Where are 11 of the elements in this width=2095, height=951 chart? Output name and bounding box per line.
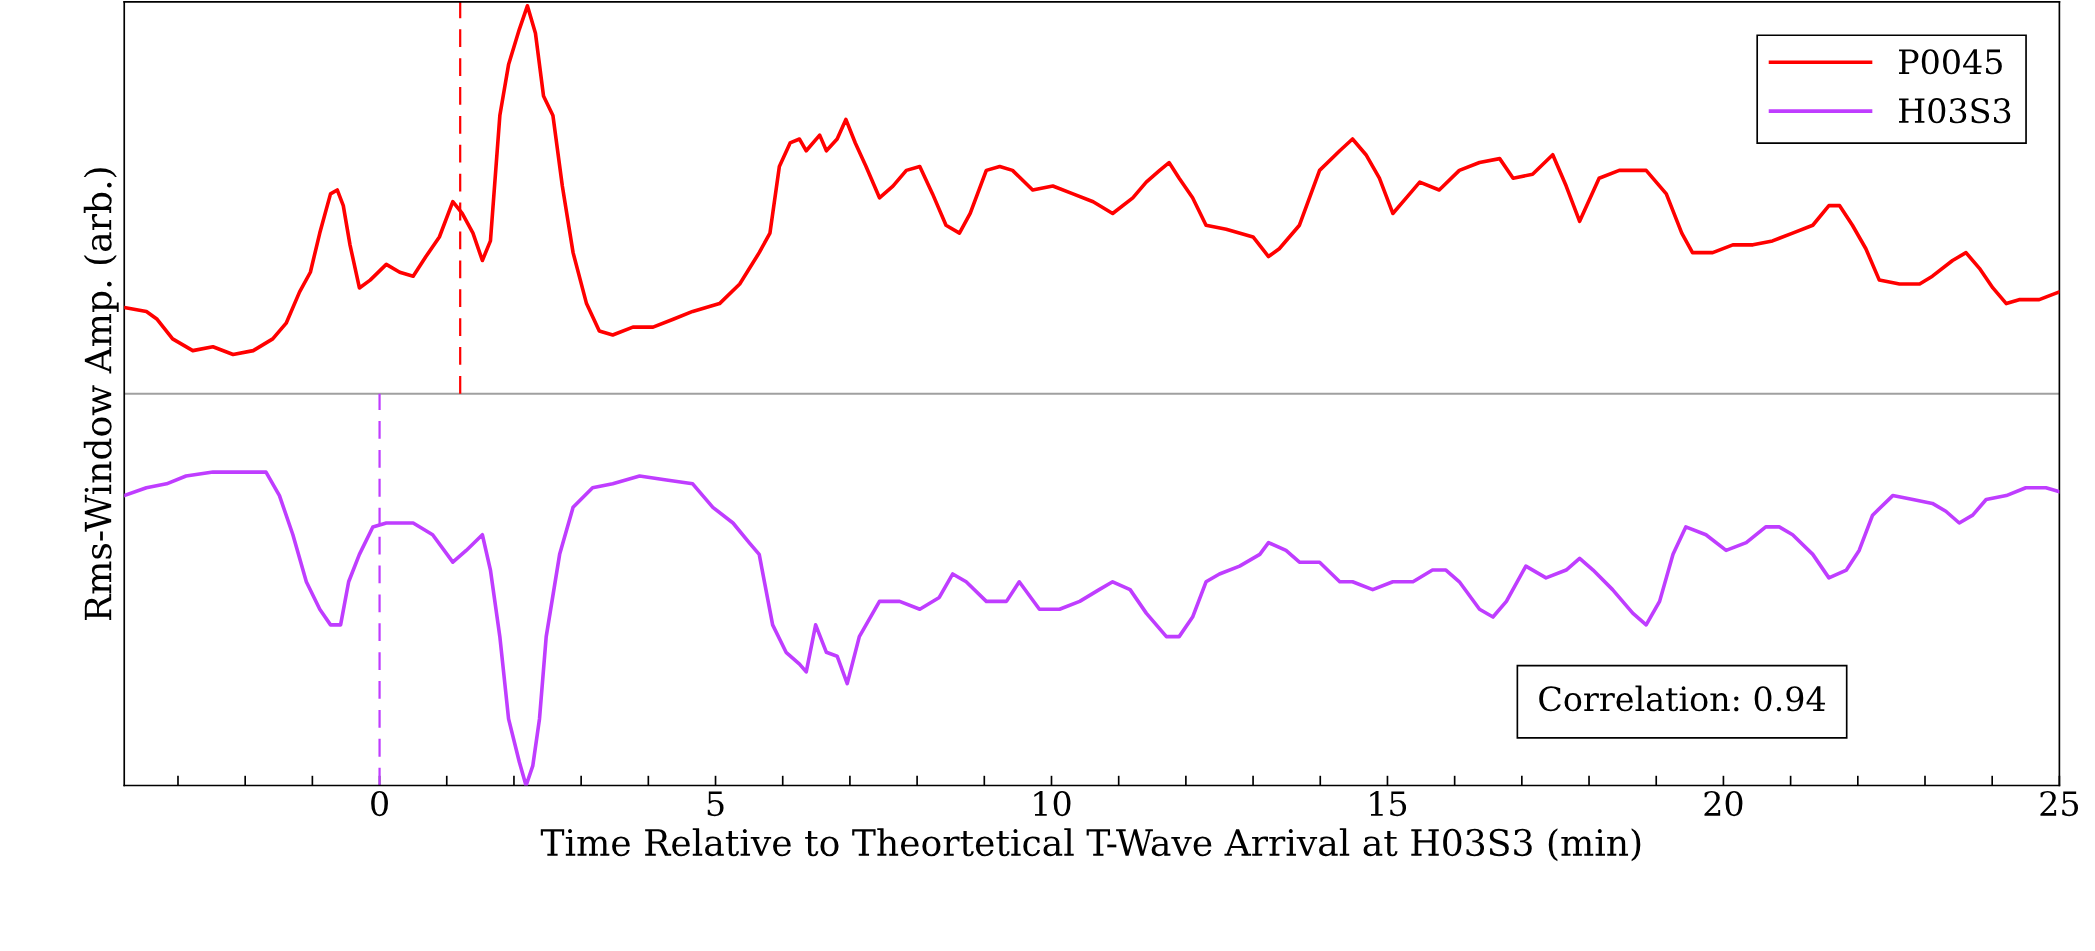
- x-tick-label: 0: [371, 790, 388, 817]
- x-tick-label: 20: [1704, 790, 1743, 817]
- legend-label: P0045: [1899, 49, 2002, 75]
- annotation: Correlation: 0.94: [1539, 685, 1826, 712]
- x-axis-title: Time Relative to Theortetical T-Wave Arrival at H03S3 (min): [540, 828, 1641, 862]
- legend-label: H03S3: [1899, 98, 2011, 124]
- y-axis-title: Rms-Window Amp. (arb.): [83, 168, 119, 621]
- x-tick-label: 25: [2040, 790, 2079, 817]
- x-tick-label: 10: [1034, 790, 1071, 817]
- x-tick-label: 15: [1370, 790, 1407, 817]
- x-tick-label: 5: [707, 791, 724, 817]
